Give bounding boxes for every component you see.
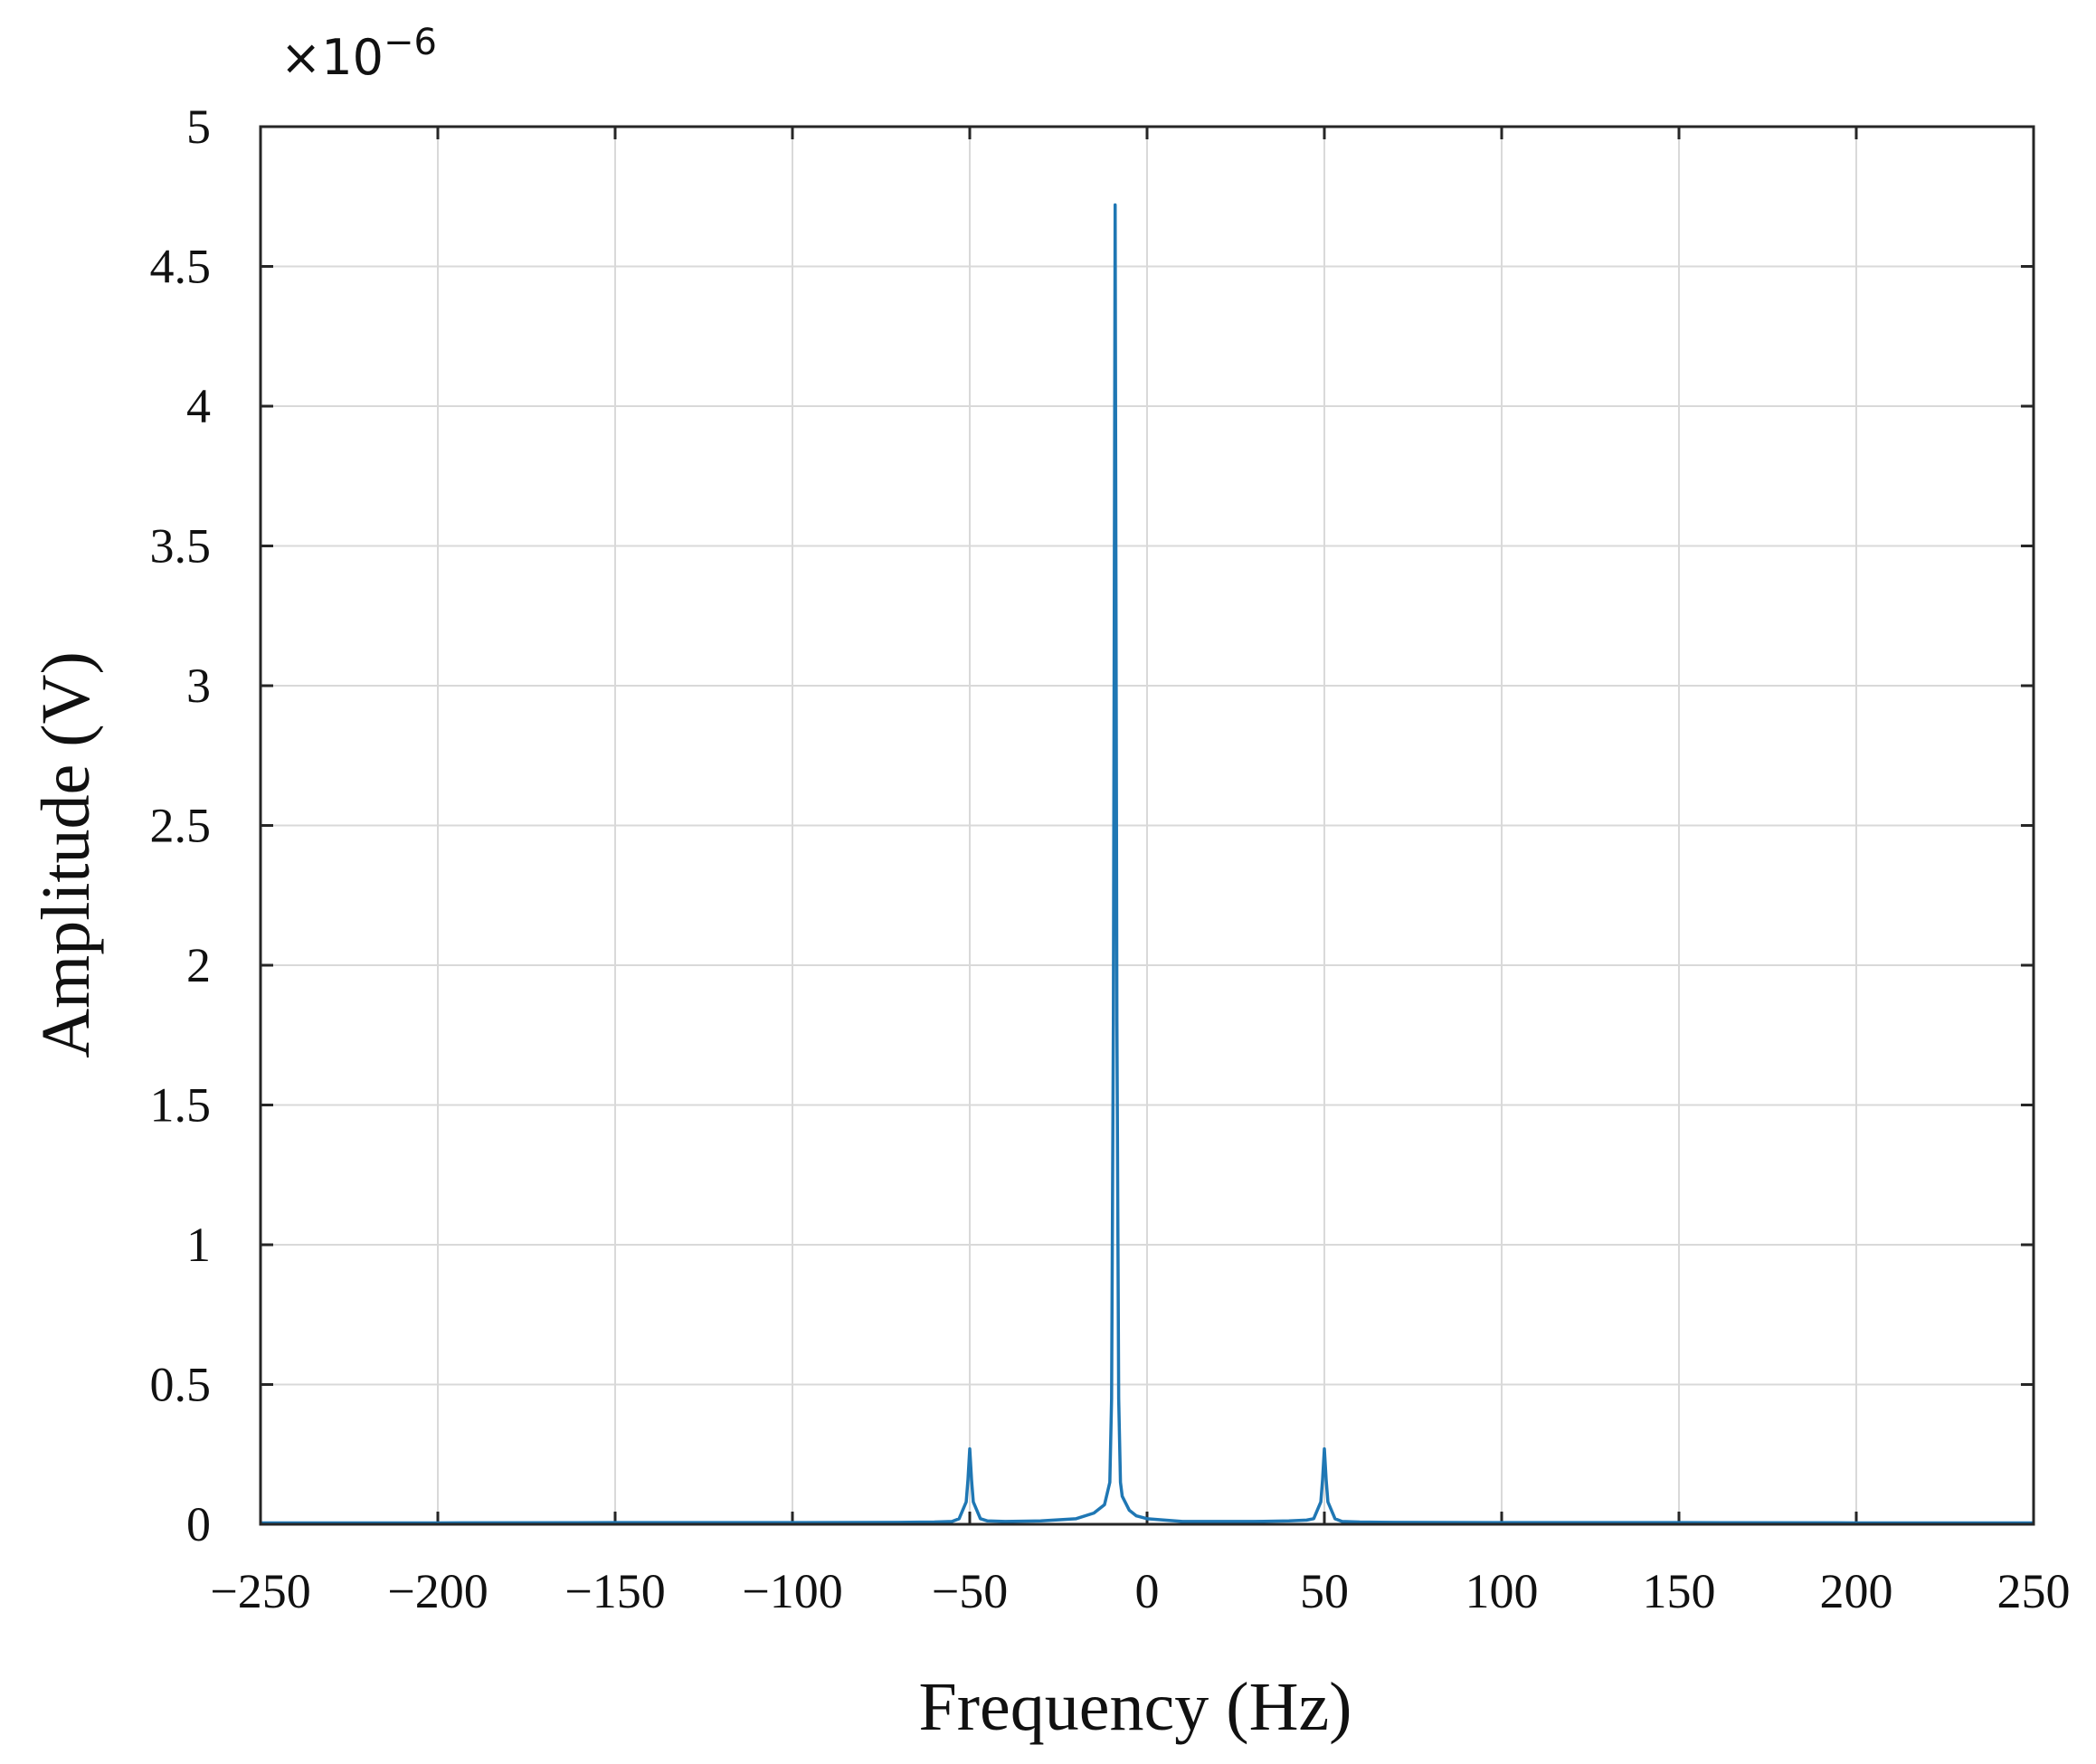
x-tick-label: −200 — [387, 1564, 488, 1618]
y-tick-label: 3 — [186, 659, 211, 713]
x-tick-label: 100 — [1465, 1564, 1539, 1618]
y-exponent-base: ×10 — [280, 29, 384, 86]
x-tick-label: −150 — [564, 1564, 665, 1618]
y-tick-label: 1 — [186, 1218, 211, 1272]
y-tick-label: 2 — [186, 938, 211, 992]
y-axis-title: Amplitude (V) — [28, 651, 104, 1058]
series-line — [261, 203, 2034, 1525]
y-tick-label: 2.5 — [150, 799, 212, 853]
grid — [261, 127, 2034, 1524]
x-tick-label: −100 — [742, 1564, 842, 1618]
y-tick-label: 4 — [186, 379, 211, 433]
x-tick-labels: −250 −200 −150 −100 −50 0 50 100 150 200 250 — [210, 1564, 2070, 1618]
y-tick-label: 0 — [186, 1497, 211, 1551]
y-tick-label: 5 — [186, 100, 211, 154]
y-exponent-power: −6 — [384, 22, 437, 63]
x-tick-label: 250 — [1997, 1564, 2071, 1618]
x-tick-label: −250 — [210, 1564, 310, 1618]
x-tick-label: 0 — [1135, 1564, 1160, 1618]
y-tick-label: 3.5 — [150, 519, 212, 574]
x-tick-label: −50 — [932, 1564, 1008, 1618]
x-tick-label: 150 — [1643, 1564, 1716, 1618]
x-axis-title: Frequency (Hz) — [918, 1669, 1351, 1745]
x-tick-label: 200 — [1820, 1564, 1893, 1618]
y-tick-label: 1.5 — [150, 1078, 212, 1133]
y-tick-label: 4.5 — [150, 240, 212, 294]
y-tick-label: 0.5 — [150, 1358, 212, 1412]
y-exponent: ×10−6 — [280, 22, 437, 86]
x-tick-label: 50 — [1300, 1564, 1349, 1618]
plot-frame — [259, 125, 2035, 1526]
y-tick-labels: 0 0.5 1 1.5 2 2.5 3 3.5 4 4.5 5 — [150, 100, 212, 1551]
